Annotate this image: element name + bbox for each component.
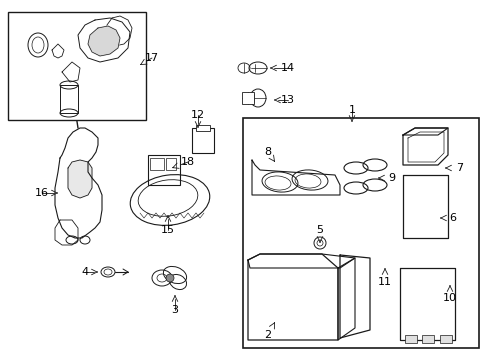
Bar (192, 128, 214, 153)
Text: 13: 13 (281, 95, 294, 105)
Bar (439, 335, 451, 343)
Text: 12: 12 (190, 110, 204, 120)
Polygon shape (247, 254, 354, 268)
Polygon shape (55, 128, 102, 238)
Polygon shape (402, 128, 447, 165)
Polygon shape (55, 220, 78, 245)
Polygon shape (251, 160, 339, 195)
Polygon shape (105, 16, 132, 46)
Text: 3: 3 (171, 305, 178, 315)
Polygon shape (339, 255, 369, 338)
Text: 5: 5 (316, 225, 323, 235)
Polygon shape (88, 26, 120, 56)
Text: 8: 8 (264, 147, 271, 157)
Polygon shape (402, 175, 447, 238)
Polygon shape (78, 18, 130, 62)
Text: 2: 2 (264, 330, 271, 340)
Bar (242, 92, 253, 104)
Text: 9: 9 (387, 173, 395, 183)
Bar (8, 12, 146, 120)
Polygon shape (402, 128, 447, 135)
Polygon shape (247, 254, 337, 340)
Bar (150, 158, 163, 170)
Text: 4: 4 (81, 267, 88, 277)
Text: 17: 17 (144, 53, 159, 63)
Polygon shape (68, 160, 92, 198)
Text: 14: 14 (281, 63, 294, 73)
Text: 10: 10 (442, 293, 456, 303)
Bar (165, 158, 176, 170)
Ellipse shape (165, 274, 174, 282)
Polygon shape (399, 268, 454, 340)
Bar (148, 155, 180, 185)
Bar (60, 85, 78, 113)
Polygon shape (52, 44, 64, 58)
Bar (243, 118, 478, 348)
Polygon shape (337, 258, 354, 340)
Text: 15: 15 (161, 225, 175, 235)
Polygon shape (62, 62, 80, 82)
Text: 6: 6 (448, 213, 456, 223)
Bar (421, 335, 433, 343)
Text: 18: 18 (181, 157, 195, 167)
Text: 11: 11 (377, 277, 391, 287)
Bar (404, 335, 416, 343)
Bar (196, 125, 209, 131)
Text: 1: 1 (348, 105, 355, 115)
Text: 16: 16 (35, 188, 49, 198)
Text: 7: 7 (455, 163, 463, 173)
